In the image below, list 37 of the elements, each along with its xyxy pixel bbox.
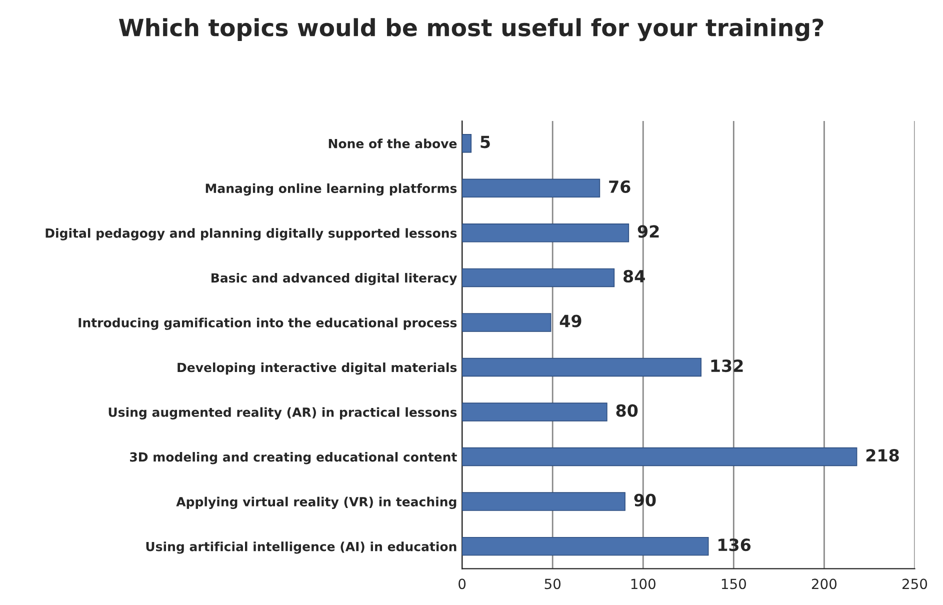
y-tick-label: Basic and advanced digital literacy	[212, 272, 457, 286]
bar	[462, 313, 552, 332]
bar	[462, 536, 709, 556]
bar	[462, 447, 858, 466]
y-tick-label: Introducing gamification into the educational process	[78, 318, 457, 330]
bar	[462, 402, 608, 422]
x-tick-label: 50	[544, 578, 561, 590]
data-label: 92	[638, 225, 659, 238]
data-label: 218	[866, 449, 899, 462]
y-tick-label: Managing online learning platforms	[206, 183, 457, 196]
data-label: 132	[711, 359, 743, 372]
x-tick-label: 250	[902, 578, 928, 590]
y-tick-label: Using artificial intelligence (AI) in education	[146, 542, 456, 554]
y-tick-label: Using augmented reality (AR) in practical lessons	[108, 407, 457, 420]
data-label: 136	[718, 538, 751, 552]
chart-title: Which topics would be most useful for your training?	[118, 18, 824, 42]
y-tick-label: Digital pedagogy and planning digitally supported lessons	[46, 228, 457, 240]
data-label: 76	[609, 180, 630, 193]
x-tick-label: 200	[812, 578, 837, 590]
x-tick-label: 0	[458, 578, 466, 590]
bar	[462, 492, 626, 511]
bar	[462, 358, 702, 377]
data-label: 84	[624, 270, 645, 283]
y-tick-label: None of the above	[328, 138, 457, 148]
data-label: 90	[634, 494, 656, 506]
bar	[462, 224, 630, 242]
data-label: 5	[480, 136, 490, 148]
bar	[462, 178, 600, 198]
x-tick-label: 100	[631, 578, 656, 590]
y-tick-label: 3D modeling and creating educational content	[130, 452, 457, 464]
x-tick-label: 150	[722, 578, 746, 590]
y-tick-label: Applying virtual reality (VR) in teaching	[176, 496, 456, 509]
bar	[462, 268, 615, 288]
y-tick-label: Developing interactive digital materials	[178, 362, 457, 375]
bar	[462, 134, 472, 153]
data-label: 80	[616, 404, 638, 417]
data-label: 49	[560, 314, 582, 328]
